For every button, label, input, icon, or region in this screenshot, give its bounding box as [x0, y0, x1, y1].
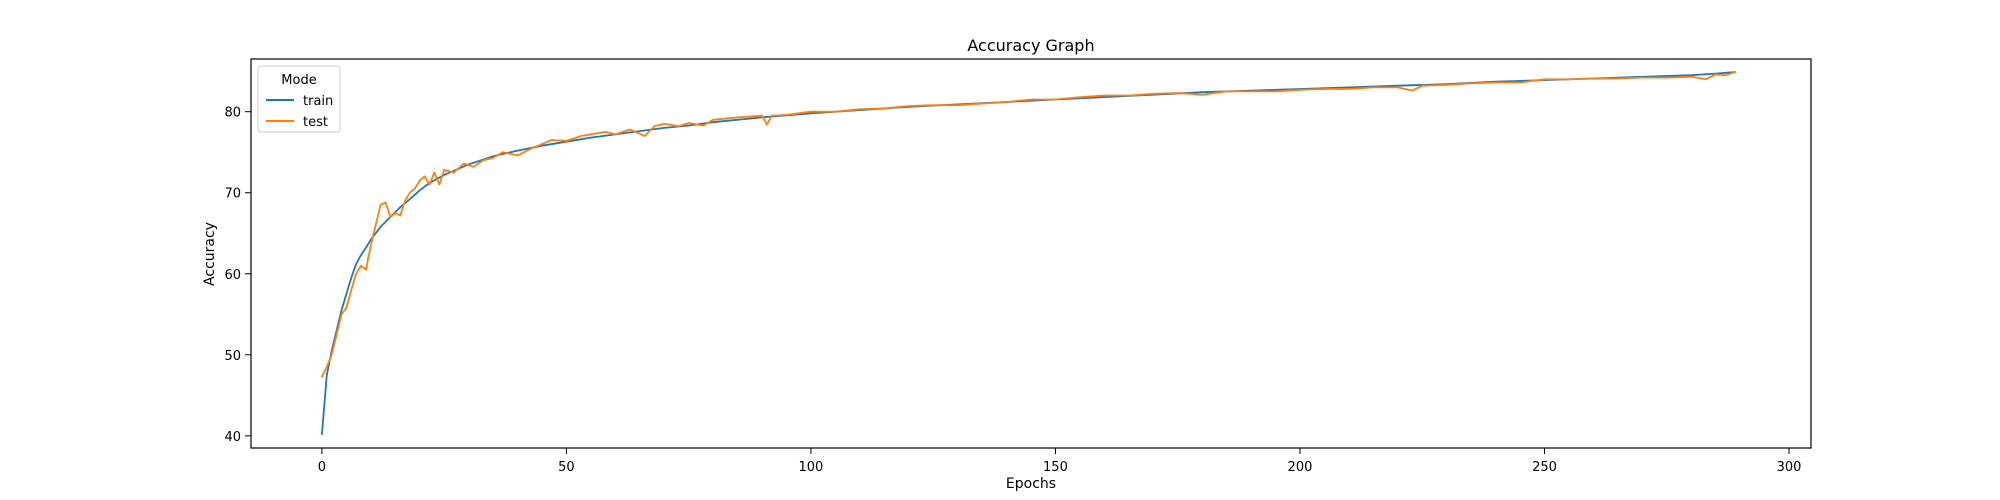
legend-label-test: test [303, 115, 328, 130]
legend-label-train: train [303, 94, 333, 109]
x-axis-label: Epochs [1006, 476, 1056, 492]
y-tick-label: 60 [224, 268, 241, 283]
legend-box [257, 65, 341, 133]
x-tick-label: 200 [1288, 460, 1313, 475]
y-tick-label: 70 [224, 187, 241, 202]
x-tick-label: 0 [318, 460, 326, 475]
x-tick-label: 100 [799, 460, 824, 475]
x-tick-label: 150 [1043, 460, 1068, 475]
x-tick-label: 250 [1532, 460, 1557, 475]
y-tick-label: 40 [224, 430, 241, 445]
x-tick-label: 50 [558, 460, 575, 475]
plot-area: 0 50 100 150 200 250 300 40 50 60 70 80 Mode train tes… [224, 58, 1812, 475]
series-line-test [320, 71, 1737, 378]
legend-title: Mode [281, 73, 316, 88]
x-tick-label: 300 [1777, 460, 1802, 475]
chart-title: Accuracy Graph [967, 36, 1094, 55]
y-tick-label: 50 [224, 349, 241, 364]
legend: Mode train test [257, 65, 341, 133]
series-line-train [320, 71, 1737, 436]
y-tick-label: 80 [224, 106, 241, 121]
axes-frame [250, 58, 1812, 449]
y-axis-label: Accuracy [202, 222, 218, 286]
